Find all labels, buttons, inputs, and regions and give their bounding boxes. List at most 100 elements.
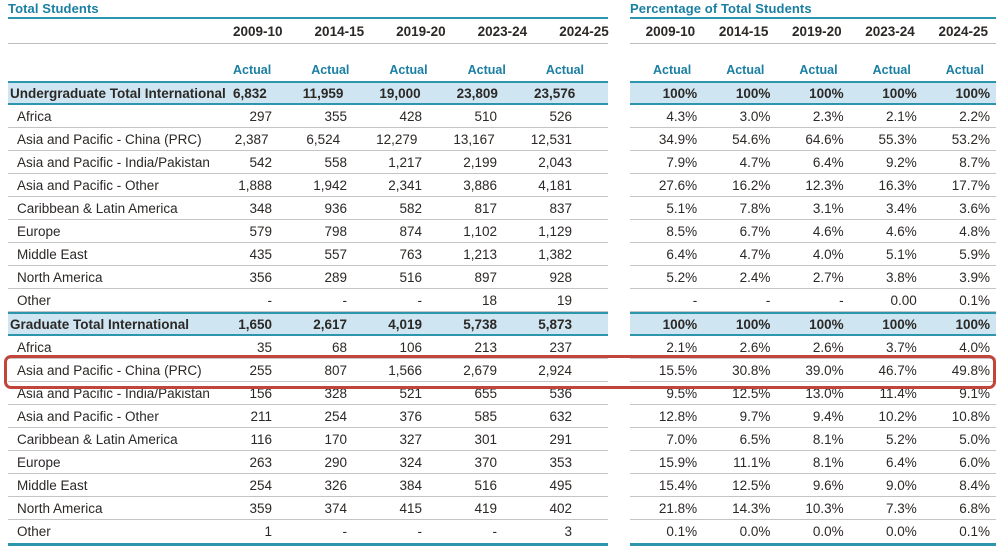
row-value: 11.4% — [879, 385, 917, 401]
table-row: Europe 579 798 874 1,102 1,129 — [8, 220, 608, 243]
table-row: Other - - - 18 19 — [8, 289, 608, 312]
row-value: 30.8% — [732, 362, 771, 378]
row-value: 874 — [399, 223, 422, 239]
row-value: 2.1% — [886, 108, 917, 124]
row-value: 536 — [549, 385, 572, 401]
row-value: 542 — [249, 154, 272, 170]
row-value: 1,217 — [388, 154, 422, 170]
total-value: 100% — [662, 85, 698, 101]
right-table-title: Percentage of Total Students — [630, 2, 996, 19]
table-row: North America 359 374 415 419 402 — [8, 497, 608, 520]
row-value: 54.6% — [732, 131, 771, 147]
row-value: 2.3% — [812, 108, 844, 124]
row-value: 2.1% — [666, 339, 698, 355]
row-value: 263 — [249, 454, 272, 470]
row-value: 817 — [474, 200, 497, 216]
total-value: 6,832 — [233, 85, 267, 101]
row-value: 255 — [249, 362, 272, 378]
row-label: Other — [17, 292, 51, 308]
row-value: 328 — [324, 385, 347, 401]
table-row: - - - 0.00 0.1% — [630, 289, 996, 312]
table-row: 0.1% 0.0% 0.0% 0.0% 0.1% — [630, 520, 996, 543]
year-header: 2024-25 — [559, 23, 609, 39]
actual-header: Actual — [389, 63, 428, 77]
total-value: 100% — [882, 316, 917, 332]
row-value: 106 — [399, 339, 422, 355]
row-value: 170 — [324, 431, 347, 447]
left-table-title: Total Students — [8, 2, 608, 19]
row-value: 6.8% — [959, 500, 990, 516]
row-value: 13,167 — [453, 131, 495, 147]
row-value: 1,382 — [538, 246, 572, 262]
row-value: 9.0% — [886, 477, 917, 493]
row-value: 254 — [249, 477, 272, 493]
row-value: 6.0% — [959, 454, 990, 470]
total-students-table: Total Students 2009-10 2014-15 2019-20 2… — [8, 2, 609, 546]
row-value: 4.3% — [666, 108, 698, 124]
left-year-header-row: 2009-10 2014-15 2019-20 2023-24 2024-25 — [8, 19, 609, 44]
year-header: 2009-10 — [645, 23, 696, 39]
table-row: 9.5% 12.5% 13.0% 11.4% 9.1% — [630, 382, 996, 405]
table-row: North America 356 289 516 897 928 — [8, 266, 608, 289]
table-row: Africa 297 355 428 510 526 — [8, 105, 608, 128]
row-label: North America — [17, 269, 103, 285]
table-row: 7.9% 4.7% 6.4% 9.2% 8.7% — [630, 151, 996, 174]
total-row-label: Undergraduate Total International — [10, 85, 226, 101]
row-value: 18 — [481, 292, 497, 308]
row-value: 1 — [264, 524, 272, 539]
row-value: 55.3% — [878, 131, 917, 147]
row-value: 837 — [549, 200, 572, 216]
row-value: 53.2% — [951, 131, 990, 147]
row-value: 27.6% — [658, 177, 698, 193]
total-value: 100% — [735, 316, 771, 332]
row-value: 516 — [474, 477, 497, 493]
row-value: 8.4% — [959, 477, 990, 493]
row-value: 290 — [324, 454, 347, 470]
row-value: 12.3% — [805, 177, 844, 193]
row-value: 7.0% — [666, 431, 698, 447]
row-value: 4,181 — [538, 177, 572, 193]
actual-header: Actual — [311, 63, 350, 77]
row-value: 2,387 — [234, 131, 269, 147]
row-value: 12.5% — [732, 385, 771, 401]
row-value: 356 — [249, 269, 272, 285]
row-value: 34.9% — [658, 131, 698, 147]
row-value: 15.9% — [658, 454, 698, 470]
row-value: 558 — [324, 154, 347, 170]
row-value: 6.4% — [886, 454, 917, 470]
row-label: Asia and Pacific - China (PRC) — [17, 362, 202, 378]
row-value: 11.1% — [733, 454, 771, 470]
row-value: 897 — [474, 269, 497, 285]
row-value: 289 — [324, 269, 347, 285]
row-value: 291 — [549, 431, 572, 447]
row-value: 2.6% — [812, 339, 844, 355]
section-rows: 2.1% 2.6% 2.6% 3.7% 4.0% 15.5% 30.8% 39.0% 46.7%… — [630, 336, 996, 543]
total-value: 100% — [882, 85, 917, 101]
actual-header: Actual — [726, 63, 765, 77]
row-value: 370 — [474, 454, 497, 470]
row-value: 13.0% — [805, 385, 844, 401]
table-row: Middle East 254 326 384 516 495 — [8, 474, 608, 497]
row-value: 4.7% — [739, 154, 771, 170]
row-value: 14.3% — [732, 500, 771, 516]
row-value: - — [342, 524, 348, 539]
row-value: 3.1% — [812, 200, 844, 216]
total-row: 100% 100% 100% 100% 100% — [630, 81, 996, 105]
row-value: 0.0% — [739, 524, 771, 539]
row-value: 4.6% — [812, 223, 844, 239]
row-label: Asia and Pacific - Other — [17, 177, 159, 193]
row-value: 353 — [549, 454, 572, 470]
actual-header: Actual — [799, 63, 838, 77]
table-row: 15.4% 12.5% 9.6% 9.0% 8.4% — [630, 474, 996, 497]
row-value: 8.7% — [959, 154, 990, 170]
row-value: 9.4% — [812, 408, 844, 424]
table-row: 34.9% 54.6% 64.6% 55.3% 53.2% — [630, 128, 996, 151]
row-value: 156 — [249, 385, 272, 401]
row-value: 1,566 — [388, 362, 422, 378]
row-value: - — [417, 292, 423, 308]
row-value: 384 — [399, 477, 422, 493]
row-value: 15.4% — [658, 477, 698, 493]
table-bottom-rule — [8, 543, 608, 546]
table-row: 6.4% 4.7% 4.0% 5.1% 5.9% — [630, 243, 996, 266]
total-value: 23,809 — [456, 85, 498, 101]
